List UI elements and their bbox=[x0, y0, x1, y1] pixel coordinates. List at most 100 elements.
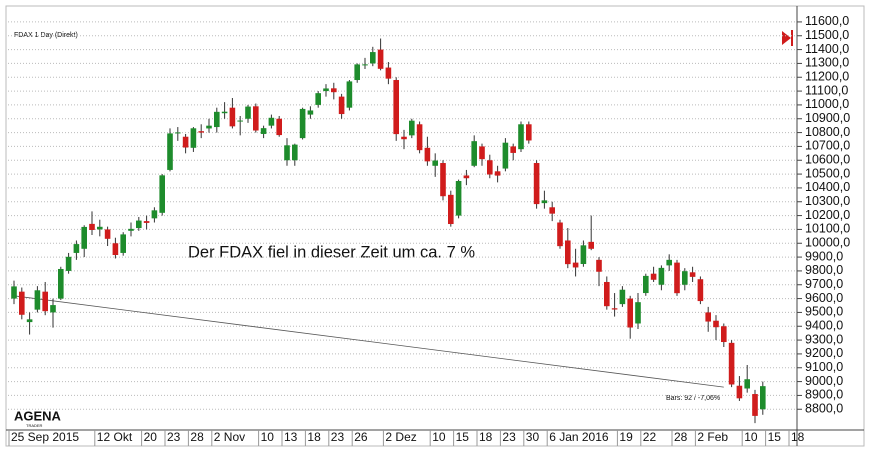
candle-body bbox=[58, 268, 64, 299]
x-tick-label: 12 Okt bbox=[97, 430, 133, 444]
candle-body bbox=[42, 291, 48, 312]
chart-title: FDAX 1 Day (Direkt) bbox=[14, 32, 78, 39]
candle-body bbox=[549, 207, 555, 214]
x-tick-label: 15 bbox=[768, 430, 782, 444]
y-tick-label: 11300,0 bbox=[805, 56, 849, 70]
y-tick-label: 9300,0 bbox=[805, 332, 843, 346]
candle-body bbox=[689, 272, 696, 277]
candle-body bbox=[136, 220, 142, 229]
x-tick-label: 6 Jan 2016 bbox=[549, 430, 609, 444]
logo: AGENA bbox=[14, 408, 62, 423]
x-tick-label: 22 bbox=[643, 430, 657, 444]
candle-body bbox=[526, 124, 532, 141]
candle-body bbox=[736, 385, 743, 399]
candle-body bbox=[323, 88, 329, 92]
y-tick-label: 10700,0 bbox=[805, 139, 850, 153]
candle-body bbox=[728, 342, 735, 385]
candle-body bbox=[65, 256, 72, 271]
y-tick-label: 10900,0 bbox=[805, 111, 850, 125]
candle-body bbox=[510, 146, 516, 153]
candle-body bbox=[206, 125, 212, 129]
candle-body bbox=[619, 289, 626, 305]
candle-body bbox=[658, 267, 665, 285]
x-tick-label: 18 bbox=[307, 430, 321, 444]
candle-body bbox=[604, 281, 610, 307]
y-tick-label: 8800,0 bbox=[805, 402, 843, 416]
y-tick-label: 11200,0 bbox=[805, 70, 849, 84]
candle-body bbox=[518, 124, 524, 150]
candle-body bbox=[424, 147, 431, 162]
candle-body bbox=[385, 67, 392, 79]
candle-body bbox=[713, 320, 719, 328]
y-tick-label: 11600,0 bbox=[805, 14, 849, 28]
x-tick-label: 23 bbox=[502, 430, 516, 444]
candle-body bbox=[245, 106, 251, 119]
candle-body bbox=[494, 171, 501, 176]
candle-body bbox=[229, 107, 236, 127]
x-tick-label: 23 bbox=[331, 430, 345, 444]
candle-body bbox=[143, 221, 150, 223]
y-tick-label: 9000,0 bbox=[805, 374, 843, 388]
y-tick-label: 9100,0 bbox=[805, 360, 843, 374]
candle-body bbox=[112, 243, 119, 256]
y-tick-label: 9200,0 bbox=[805, 346, 843, 360]
candle-body bbox=[151, 210, 158, 219]
candle-body bbox=[354, 64, 360, 81]
x-tick-label: 10 bbox=[261, 430, 275, 444]
candle-body bbox=[104, 229, 111, 239]
y-tick-label: 10200,0 bbox=[805, 208, 850, 222]
y-tick-label: 10600,0 bbox=[805, 153, 850, 167]
candle-body bbox=[650, 273, 657, 280]
candle-body bbox=[159, 175, 165, 213]
candle-body bbox=[276, 118, 282, 136]
y-tick-label: 10300,0 bbox=[805, 194, 850, 208]
candle-body bbox=[666, 259, 672, 266]
candle-body bbox=[284, 145, 290, 161]
candle-body bbox=[752, 394, 758, 416]
candle-body bbox=[50, 305, 56, 313]
candle-body bbox=[409, 120, 415, 136]
candle-body bbox=[346, 81, 353, 108]
y-tick-label: 9900,0 bbox=[805, 249, 843, 263]
candle-body bbox=[307, 110, 314, 115]
candle-body bbox=[635, 302, 641, 324]
candle-body bbox=[448, 194, 454, 225]
candle-body bbox=[315, 93, 321, 105]
candle-body bbox=[463, 175, 470, 179]
candle-body bbox=[73, 244, 80, 253]
candle-body bbox=[541, 200, 548, 204]
y-tick-label: 10000,0 bbox=[805, 236, 850, 250]
x-tick-label: 20 bbox=[144, 430, 158, 444]
x-tick-label: 10 bbox=[744, 430, 758, 444]
y-tick-label: 9800,0 bbox=[805, 263, 843, 277]
trend-line-label: Bars: 92 / -7,06% bbox=[666, 395, 720, 402]
y-tick-label: 9700,0 bbox=[805, 277, 843, 291]
candle-body bbox=[97, 226, 103, 230]
candle-body bbox=[182, 136, 189, 148]
candle-body bbox=[432, 160, 438, 166]
y-tick-label: 11500,0 bbox=[805, 28, 849, 42]
candle-body bbox=[11, 286, 17, 299]
candle-body bbox=[331, 88, 337, 93]
y-tick-label: 11400,0 bbox=[805, 42, 849, 56]
candle-body bbox=[34, 290, 41, 310]
candle-body bbox=[198, 131, 204, 133]
y-tick-label: 10800,0 bbox=[805, 125, 850, 139]
candle-body bbox=[557, 222, 563, 247]
x-tick-label: 19 bbox=[619, 430, 633, 444]
x-tick-label: 2 Feb bbox=[697, 430, 728, 444]
candle-body bbox=[89, 223, 95, 230]
x-tick-label: 10 bbox=[432, 430, 446, 444]
x-tick-label: 26 bbox=[354, 430, 368, 444]
candle-body bbox=[175, 132, 181, 134]
x-tick-label: 25 Sep 2015 bbox=[11, 430, 79, 444]
candle-body bbox=[572, 262, 579, 268]
candle-body bbox=[377, 49, 384, 69]
candle-body bbox=[440, 163, 446, 197]
candle-body bbox=[697, 279, 704, 302]
candle-body bbox=[190, 128, 197, 148]
y-tick-label: 10100,0 bbox=[805, 222, 850, 236]
frame bbox=[5, 5, 865, 447]
candle-body bbox=[588, 241, 594, 249]
